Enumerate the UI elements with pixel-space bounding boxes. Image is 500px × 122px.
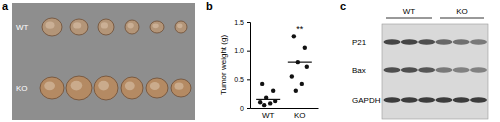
blot-band (435, 97, 452, 103)
blot-panel: WT KO P21 Bax GAPDH (352, 7, 488, 119)
tumor (66, 76, 92, 100)
band-label: GAPDH (352, 96, 381, 105)
tumor (125, 20, 139, 34)
blot-band (384, 39, 401, 45)
y-tick-mark (247, 51, 250, 52)
x-tick-label: KO (294, 111, 306, 120)
y-axis: 0 0.5 1.0 1.5 (234, 19, 250, 112)
tumor-highlight (127, 23, 133, 29)
tumor-highlight (177, 23, 182, 28)
blot-band (418, 67, 435, 73)
data-point (300, 82, 304, 86)
data-point (271, 89, 275, 93)
row-label: WT (16, 23, 29, 32)
y-axis-line (247, 23, 251, 109)
data-point (294, 89, 298, 93)
data-point (290, 74, 294, 78)
tumor (42, 18, 62, 36)
photo-panel: WT KO (12, 3, 195, 120)
data-point (260, 82, 264, 86)
figure: a b c WT KO 0 0.5 1.0 1.5 WT KO Tumor weight (g) ** W… (0, 0, 500, 122)
x-tick-label: WT (262, 111, 275, 120)
row-label: KO (16, 84, 28, 93)
panel-label: a (2, 0, 9, 12)
panel-label: b (206, 0, 213, 12)
y-tick-label: 1.0 (234, 47, 244, 54)
data-point (258, 100, 262, 104)
blot-band (453, 67, 470, 73)
tumor-highlight (175, 83, 184, 90)
blot-band (435, 39, 452, 45)
y-tick: 1.5 (234, 19, 250, 26)
data-point (303, 46, 307, 50)
y-axis-title: Tumor weight (g) (219, 35, 228, 96)
tumor-highlight (44, 81, 55, 90)
group-label: KO (456, 7, 468, 16)
annotation: ** (296, 24, 304, 34)
blot-band (401, 97, 418, 103)
x-tick: WT (262, 108, 275, 120)
y-tick: 1.0 (234, 47, 250, 54)
blot-band (435, 67, 452, 73)
tumor (121, 77, 143, 99)
median-line (256, 99, 280, 100)
data-point (262, 103, 266, 107)
y-tick-mark (247, 108, 250, 109)
blot-band (470, 67, 487, 73)
tumor-highlight (98, 81, 109, 91)
tumor (171, 79, 191, 97)
blot-band (401, 67, 418, 73)
x-axis-line (251, 108, 319, 109)
tumor (150, 21, 164, 33)
x-axis: WT KO (251, 108, 319, 120)
tumor (40, 77, 64, 99)
y-tick-mark (247, 79, 250, 80)
tumor-highlight (152, 23, 158, 28)
band-label: Bax (352, 66, 366, 75)
tumor (98, 19, 114, 35)
y-tick: 0.5 (234, 76, 250, 83)
tumor (146, 78, 168, 98)
y-tick: 0 (240, 105, 250, 112)
blot-membrane (382, 24, 488, 119)
tumor-highlight (125, 81, 135, 90)
tumor-highlight (46, 22, 55, 29)
panel-label: c (340, 0, 346, 12)
tumor (94, 76, 118, 100)
band-label: P21 (352, 38, 367, 47)
tumor-highlight (73, 22, 81, 28)
group-bracket (386, 18, 432, 19)
photo-background (12, 3, 195, 120)
blot-band (453, 97, 470, 103)
tumor (175, 21, 187, 33)
blot-band (384, 97, 401, 103)
data-point (305, 65, 309, 69)
blot-band (401, 39, 418, 45)
plot-area (256, 34, 312, 107)
tumor (70, 19, 88, 35)
blot-band (453, 39, 470, 45)
x-tick: KO (294, 108, 306, 120)
blot-band (418, 39, 435, 45)
data-point (268, 101, 272, 105)
blot-band (470, 39, 487, 45)
y-tick-mark (247, 22, 250, 23)
blot-band (470, 97, 487, 103)
tumor-highlight (71, 81, 83, 91)
y-tick-label: 0.5 (234, 76, 244, 83)
blot-band (418, 97, 435, 103)
tumor-highlight (150, 82, 160, 90)
group-label: WT (403, 7, 416, 16)
y-tick-label: 0 (240, 105, 244, 112)
data-point (292, 34, 296, 38)
group-bracket (440, 18, 484, 19)
blot-band (384, 67, 401, 73)
tumor-highlight (101, 22, 108, 28)
median-line (288, 62, 312, 63)
y-tick-label: 1.5 (234, 19, 244, 26)
